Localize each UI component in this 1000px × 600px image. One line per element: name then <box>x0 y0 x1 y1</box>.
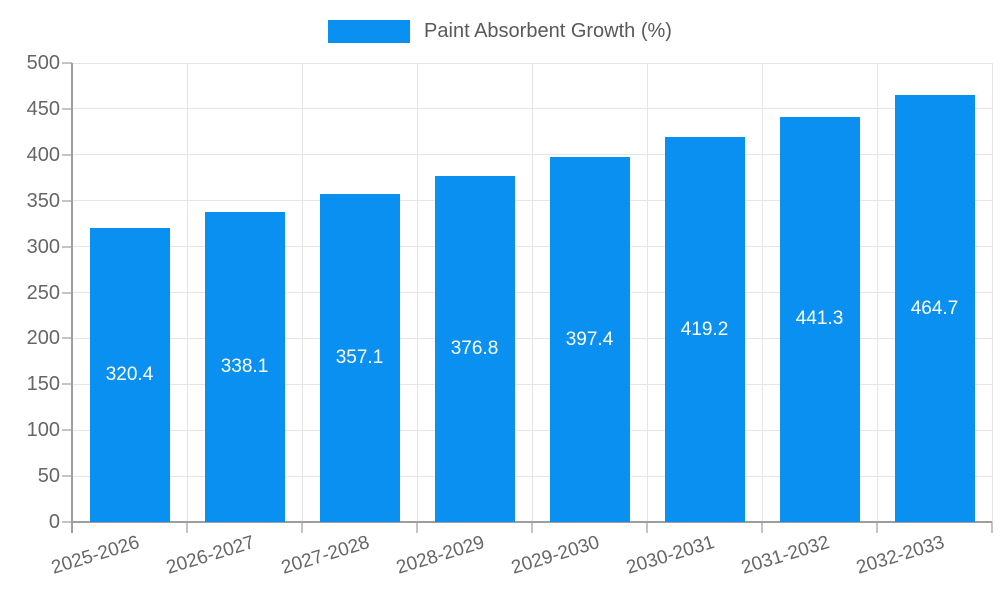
y-tick <box>62 521 72 523</box>
y-tick-label: 250 <box>26 281 60 304</box>
legend-swatch <box>328 20 411 43</box>
bar[interactable] <box>779 116 860 522</box>
y-tick <box>62 107 72 110</box>
x-tick <box>301 522 303 533</box>
x-tick-label: 2032-2033 <box>853 532 947 579</box>
bar[interactable] <box>894 95 975 522</box>
y-tick-label: 300 <box>26 235 60 258</box>
x-tick-label: 2031-2032 <box>738 532 832 579</box>
y-tick-label: 50 <box>37 465 60 488</box>
bar-value-label: 464.7 <box>910 297 959 319</box>
v-gridline <box>646 63 648 522</box>
chart-legend[interactable]: Paint Absorbent Growth (%) <box>0 20 1000 43</box>
x-tick <box>761 522 763 533</box>
y-tick <box>62 245 72 248</box>
y-tick <box>62 153 72 156</box>
y-tick-label: 400 <box>26 143 60 166</box>
x-tick <box>646 522 648 533</box>
bar[interactable] <box>204 211 285 522</box>
x-tick-label: 2026-2027 <box>163 532 257 579</box>
x-tick-label: 2025-2026 <box>48 532 142 579</box>
v-gridline <box>991 63 993 522</box>
y-tick <box>62 383 72 386</box>
y-tick <box>62 429 72 432</box>
bar-value-label: 357.1 <box>335 347 384 369</box>
y-tick-label: 200 <box>26 327 60 350</box>
v-gridline <box>761 63 763 522</box>
y-tick-label: 0 <box>48 511 60 533</box>
x-tick-label: 2029-2030 <box>508 532 602 579</box>
x-tick-label: 2028-2029 <box>393 532 487 579</box>
x-tick <box>876 522 878 533</box>
x-tick <box>991 522 993 533</box>
x-tick <box>531 522 533 533</box>
bar-value-label: 320.4 <box>105 363 154 385</box>
y-tick-label: 100 <box>26 419 60 442</box>
x-tick <box>186 522 188 533</box>
x-axis-line <box>72 521 992 523</box>
y-tick-label: 350 <box>26 189 60 212</box>
y-tick-label: 450 <box>26 97 60 120</box>
legend-label: Paint Absorbent Growth (%) <box>424 20 672 42</box>
v-gridline <box>301 63 303 522</box>
bar[interactable] <box>319 194 400 522</box>
v-gridline <box>876 63 878 522</box>
x-tick-label: 2030-2031 <box>623 532 717 579</box>
bar-value-label: 397.4 <box>565 328 614 350</box>
x-tick <box>416 522 418 533</box>
v-gridline <box>416 63 418 522</box>
bar-value-label: 376.8 <box>450 338 499 360</box>
y-tick-label: 500 <box>26 52 60 74</box>
bar[interactable] <box>549 157 630 522</box>
y-tick <box>62 291 72 294</box>
bar-value-label: 338.1 <box>220 355 269 377</box>
v-gridline <box>186 63 188 522</box>
bar[interactable] <box>434 176 515 522</box>
y-axis-line <box>71 63 73 533</box>
x-tick-label: 2027-2028 <box>278 532 372 579</box>
y-tick <box>62 62 72 64</box>
y-tick-label: 150 <box>26 373 60 396</box>
y-tick <box>62 475 72 478</box>
bar-value-label: 441.3 <box>795 308 844 330</box>
bar[interactable] <box>664 137 745 522</box>
v-gridline <box>531 63 533 522</box>
bar-value-label: 419.2 <box>680 318 729 340</box>
y-tick <box>62 199 72 202</box>
bar[interactable] <box>89 227 170 522</box>
y-tick <box>62 337 72 340</box>
